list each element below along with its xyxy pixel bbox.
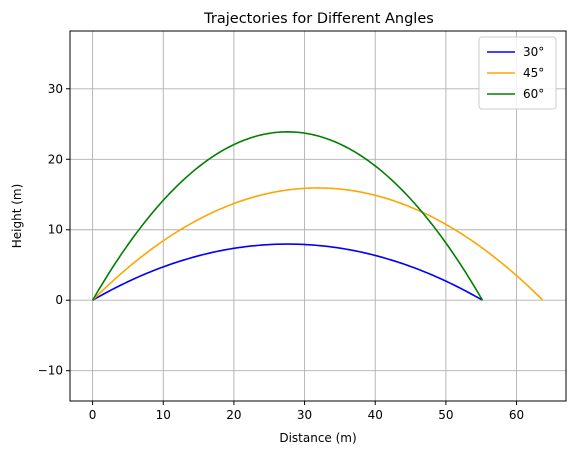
axis-ticks: 0 10 20 30 40 50 60 −10 0 10 20 30 <box>38 82 525 422</box>
legend: 30° 45° 60° <box>478 36 557 110</box>
y-tick-label: 20 <box>48 152 63 166</box>
x-tick-label: 20 <box>226 408 241 422</box>
x-tick-label: 60 <box>509 408 524 422</box>
x-axis-label: Distance (m) <box>279 431 356 445</box>
series-group <box>91 131 544 301</box>
legend-label: 30° <box>523 45 544 59</box>
x-tick-label: 0 <box>89 408 97 422</box>
legend-box <box>478 36 557 110</box>
y-tick-label: 0 <box>55 293 63 307</box>
y-axis-label: Height (m) <box>10 184 24 249</box>
plot-area-frame <box>69 30 567 402</box>
series-line-30 <box>92 243 483 301</box>
legend-label: 60° <box>523 87 544 101</box>
y-tick-label: −10 <box>38 364 63 378</box>
y-tick-label: 30 <box>48 82 63 96</box>
y-tick-label: 10 <box>48 223 63 237</box>
chart-title: Trajectories for Different Angles <box>203 11 434 27</box>
grid <box>70 31 566 401</box>
series-line-45 <box>92 187 544 301</box>
series-line-60 <box>91 131 484 301</box>
x-tick-label: 50 <box>438 408 453 422</box>
x-tick-label: 10 <box>156 408 171 422</box>
x-tick-label: 40 <box>368 408 383 422</box>
legend-label: 45° <box>523 66 544 80</box>
x-tick-label: 30 <box>297 408 312 422</box>
